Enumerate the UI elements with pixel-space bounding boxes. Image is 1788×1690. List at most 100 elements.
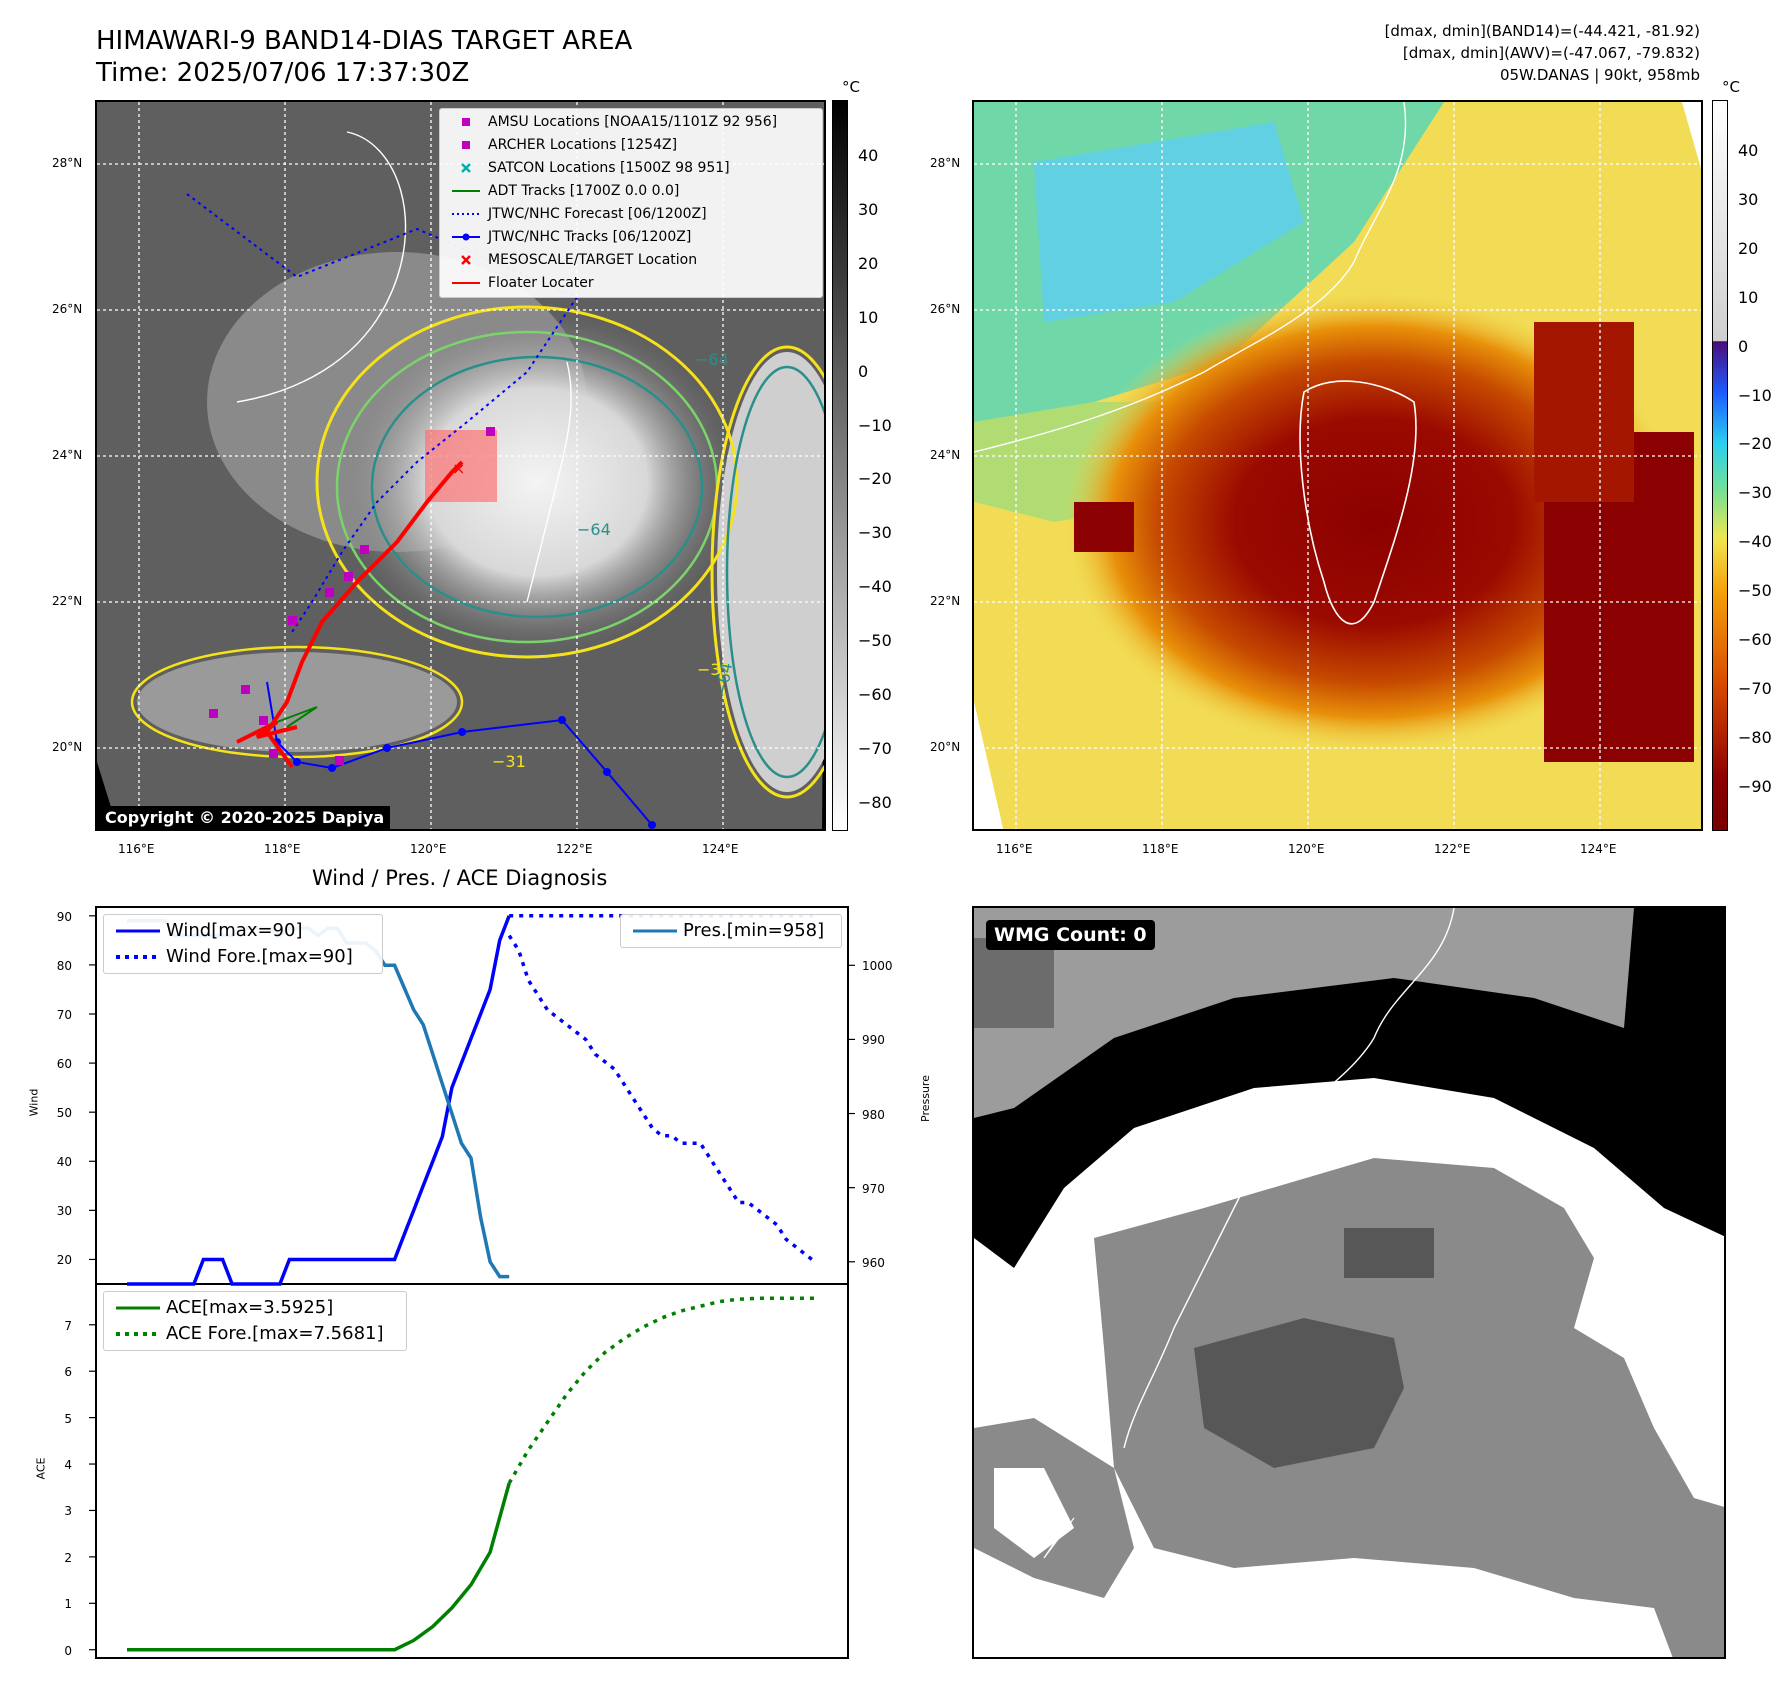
lon-label: 118°E — [1142, 842, 1179, 856]
colorbar-tick-label: −10 — [1738, 385, 1772, 405]
axis-tick-label: 7 — [64, 1318, 72, 1333]
wind-axis-label: Wind — [27, 1088, 41, 1117]
solid-line-icon — [633, 918, 677, 944]
series-line-2-0 — [127, 1482, 511, 1652]
axis-tick-label: 20 — [56, 1253, 72, 1268]
axis-tick-label: 990 — [862, 1033, 885, 1048]
lon-label: 116°E — [118, 842, 155, 856]
lon-label: 124°E — [1580, 842, 1617, 856]
ir-map-panel: × −64 −31 −64 −31 −64 AMSU Locations [NO… — [95, 100, 826, 831]
colorbar-tick-label: −40 — [858, 577, 892, 597]
legend-satcon: SATCON Locations [1500Z 98 951] — [440, 157, 822, 180]
lat-label: 24°N — [52, 448, 83, 462]
pressure-legend: Pres.[min=958] — [620, 914, 842, 948]
awv-map-panel — [972, 100, 1703, 831]
lat-label: 22°N — [52, 594, 83, 608]
ir-colorbar — [832, 100, 848, 831]
colorbar-tick-label: −30 — [858, 523, 892, 543]
wmg-panel: WMG Count: 0 — [972, 906, 1726, 1659]
colorbar-tick-label: 40 — [1738, 141, 1759, 160]
wind-legend: Wind[max=90] Wind Fore.[max=90] — [103, 914, 383, 974]
axis-tick-label: 40 — [56, 1155, 72, 1170]
colorbar-tick-label: 20 — [858, 253, 879, 273]
figure-title-line2: Time: 2025/07/06 17:37:30Z — [96, 58, 470, 88]
series-line-1-1 — [507, 934, 817, 1264]
axis-tick-label: 1000 — [862, 959, 893, 974]
wmg-count-badge: WMG Count: 0 — [986, 920, 1155, 950]
dotted-line-icon — [116, 944, 160, 970]
colorbar-tick-label: −50 — [858, 631, 892, 651]
colorbar-tick-label: 30 — [858, 199, 879, 219]
lon-label: 122°E — [556, 842, 593, 856]
colorbar-tick-label: −40 — [1738, 532, 1772, 552]
colorbar-tick-label: 40 — [858, 146, 879, 165]
axis-tick-label: 4 — [64, 1458, 72, 1473]
lat-label: 26°N — [930, 302, 961, 316]
info-line1: [dmax, dmin](BAND14)=(-44.421, -81.92) — [1384, 22, 1700, 40]
wmg-image — [974, 908, 1724, 1657]
colorbar-tick-label: −30 — [1738, 483, 1772, 503]
axis-tick-label: 1 — [64, 1597, 72, 1612]
lon-label: 118°E — [264, 842, 301, 856]
legend-wind: Wind[max=90] — [104, 918, 382, 944]
figure-title-line1: HIMAWARI-9 BAND14-DIAS TARGET AREA — [96, 26, 633, 56]
contour-label-2: −31 — [492, 752, 526, 771]
lat-label: 28°N — [52, 156, 83, 170]
x-marker-icon — [452, 157, 480, 180]
square-marker-icon — [452, 134, 480, 157]
lon-label: 120°E — [410, 842, 447, 856]
solid-line-icon — [116, 918, 160, 944]
legend-pres: Pres.[min=958] — [621, 918, 841, 944]
axis-tick-label: 90 — [56, 909, 72, 924]
lat-label: 22°N — [930, 594, 961, 608]
lat-label: 20°N — [52, 740, 83, 754]
awv-map-image — [974, 102, 1701, 829]
contour-label-4: −31 — [697, 660, 731, 679]
legend-wind-fore-label: Wind Fore.[max=90] — [166, 946, 353, 967]
ace-legend: ACE[max=3.5925] ACE Fore.[max=7.5681] — [103, 1291, 407, 1351]
legend-adt: ADT Tracks [1700Z 0.0 0.0] — [440, 180, 822, 203]
colorbar-tick-label: 20 — [1738, 238, 1759, 258]
axis-tick-label: 30 — [56, 1204, 72, 1219]
axis-tick-label: 960 — [862, 1255, 885, 1270]
info-line2: [dmax, dmin](AWV)=(-47.067, -79.832) — [1402, 44, 1700, 62]
axis-tick-label: 60 — [56, 1057, 72, 1072]
legend-mesoscale-label: MESOSCALE/TARGET Location — [488, 252, 698, 268]
axis-tick-label: 80 — [56, 958, 72, 973]
series-line-1-0 — [127, 919, 510, 1279]
series-line-2-1 — [507, 1296, 815, 1484]
axis-tick-label: 5 — [64, 1411, 72, 1426]
legend-ace-label: ACE[max=3.5925] — [166, 1297, 334, 1318]
lat-label: 20°N — [930, 740, 961, 754]
colorbar-tick-label: −90 — [1738, 776, 1772, 796]
solid-line-icon — [116, 1295, 160, 1321]
line-marker-icon — [452, 180, 480, 203]
legend-ace-fore: ACE Fore.[max=7.5681] — [104, 1321, 406, 1347]
info-line3: 05W.DANAS | 90kt, 958mb — [1499, 66, 1700, 84]
legend-adt-label: ADT Tracks [1700Z 0.0 0.0] — [488, 183, 680, 199]
pressure-axis-label: Pressure — [918, 1075, 932, 1122]
x-marker-icon — [452, 249, 480, 272]
colorbar-tick-label: 0 — [1738, 336, 1749, 356]
colorbar-unit: °C — [1722, 78, 1740, 96]
axis-tick-label: 70 — [56, 1008, 72, 1022]
legend-forecast-label: JTWC/NHC Forecast [06/1200Z] — [488, 206, 707, 222]
legend-mesoscale: MESOSCALE/TARGET Location — [440, 249, 822, 272]
legend-satcon-label: SATCON Locations [1500Z 98 951] — [488, 160, 730, 176]
colorbar-tick-label: −50 — [1738, 581, 1772, 601]
axis-tick-label: 50 — [56, 1106, 72, 1121]
lon-label: 124°E — [702, 842, 739, 856]
legend-archer: ARCHER Locations [1254Z] — [440, 134, 822, 157]
colorbar-tick-label: 0 — [858, 361, 869, 381]
colorbar-tick-label: 10 — [858, 307, 879, 327]
legend-pres-label: Pres.[min=958] — [683, 920, 825, 941]
colorbar-tick-label: 30 — [1738, 189, 1759, 209]
lat-label: 28°N — [930, 156, 961, 170]
diagnosis-title: Wind / Pres. / ACE Diagnosis — [312, 866, 608, 890]
dotted-line-icon — [116, 1321, 160, 1347]
legend-ace: ACE[max=3.5925] — [104, 1295, 406, 1321]
colorbar-tick-label: −80 — [1738, 727, 1772, 747]
line-marker-icon — [452, 272, 480, 295]
lon-label: 122°E — [1434, 842, 1471, 856]
colorbar-tick-label: −20 — [858, 469, 892, 489]
